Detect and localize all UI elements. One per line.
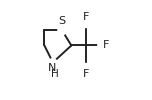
Circle shape [58, 26, 66, 35]
Circle shape [82, 63, 89, 70]
Text: F: F [82, 12, 89, 22]
Text: F: F [82, 69, 89, 79]
Text: F: F [103, 40, 109, 50]
Text: S: S [59, 16, 66, 26]
Text: H: H [51, 69, 59, 79]
Circle shape [98, 42, 104, 49]
Circle shape [49, 59, 57, 66]
Text: N: N [48, 63, 57, 73]
Circle shape [82, 21, 89, 28]
